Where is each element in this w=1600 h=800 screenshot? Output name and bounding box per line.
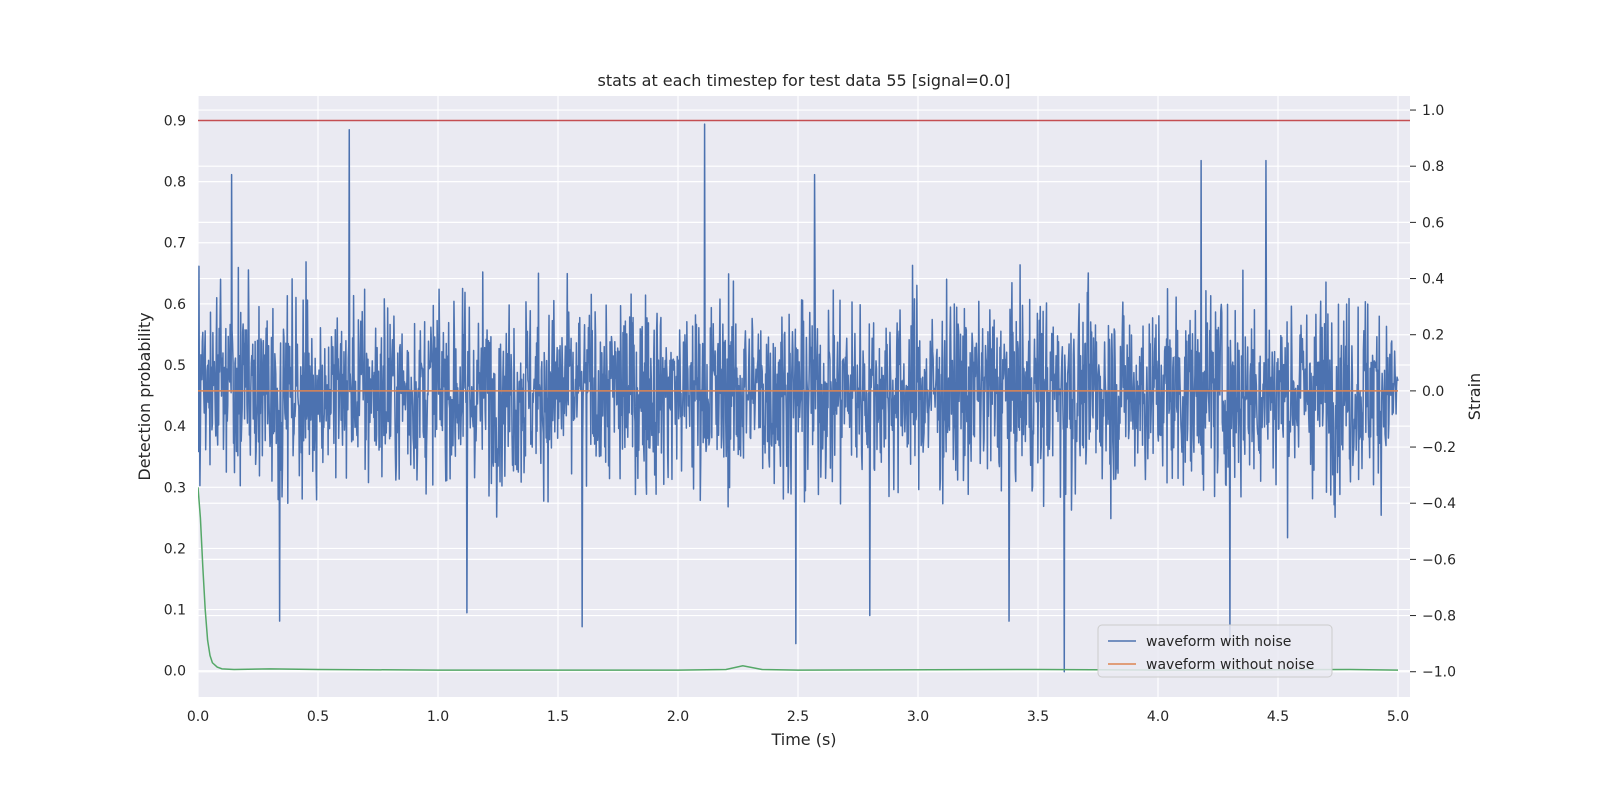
chart-title: stats at each timestep for test data 55 … bbox=[598, 71, 1011, 90]
y2-tick-label: −0.2 bbox=[1422, 440, 1456, 456]
y-tick-label: 0.3 bbox=[164, 480, 186, 496]
series-layer bbox=[198, 119, 1410, 673]
x-tick-label: 2.5 bbox=[787, 709, 809, 725]
y-tick-label: 0.8 bbox=[164, 175, 186, 191]
y-tick-label: 0.2 bbox=[164, 541, 186, 557]
x-tick-label: 1.5 bbox=[547, 709, 569, 725]
x-tick-label: 4.5 bbox=[1267, 709, 1289, 725]
y2-axis-label: Strain bbox=[1465, 373, 1484, 420]
y-tick-label: 0.7 bbox=[164, 236, 186, 252]
x-tick-label: 0.0 bbox=[187, 709, 209, 725]
y-axis-label: Detection probability bbox=[135, 312, 154, 480]
y2-tick-label: 0.6 bbox=[1422, 215, 1444, 231]
y-tick-label: 0.6 bbox=[164, 297, 186, 313]
y-tick-label: 0.1 bbox=[164, 603, 186, 619]
x-tick-label: 1.0 bbox=[427, 709, 449, 725]
y2-tick-label: −1.0 bbox=[1422, 665, 1456, 681]
legend-label-waveform-with-noise: waveform with noise bbox=[1146, 634, 1291, 650]
y-tick-label: 0.4 bbox=[164, 419, 186, 435]
y-tick-label: 0.9 bbox=[164, 113, 186, 129]
y2-tick-label: 0.2 bbox=[1422, 328, 1444, 344]
y-tick-label: 0.5 bbox=[164, 358, 186, 374]
x-tick-label: 3.0 bbox=[907, 709, 929, 725]
y2-tick-label: −0.6 bbox=[1422, 552, 1456, 568]
tick-labels: 0.0 0.5 1.0 1.5 2.0 2.5 3.0 3.5 4.0 4.5 5.0 0.0 0.1 0… bbox=[164, 103, 1456, 725]
y2-tick-label: −0.4 bbox=[1422, 496, 1456, 512]
x-tick-label: 4.0 bbox=[1147, 709, 1169, 725]
series-detection-probability bbox=[198, 487, 1399, 671]
legend-box bbox=[1097, 624, 1333, 678]
y-tick-label: 0.0 bbox=[164, 664, 186, 680]
y2-tick-label: −0.8 bbox=[1422, 609, 1456, 625]
legend: waveform with noise waveform without noi… bbox=[1097, 624, 1333, 678]
x-tick-label: 3.5 bbox=[1027, 709, 1049, 725]
y2-tick-label: 0.8 bbox=[1422, 159, 1444, 175]
y2-tick-label: 0.4 bbox=[1422, 272, 1444, 288]
y2-tick-label: 1.0 bbox=[1422, 103, 1444, 119]
x-tick-label: 5.0 bbox=[1387, 709, 1409, 725]
legend-label-waveform-without-noise: waveform without noise bbox=[1146, 657, 1314, 673]
x-tick-label: 0.5 bbox=[307, 709, 329, 725]
y2-tick-label: 0.0 bbox=[1422, 384, 1444, 400]
x-axis-label: Time (s) bbox=[770, 730, 836, 749]
x-tick-label: 2.0 bbox=[667, 709, 689, 725]
